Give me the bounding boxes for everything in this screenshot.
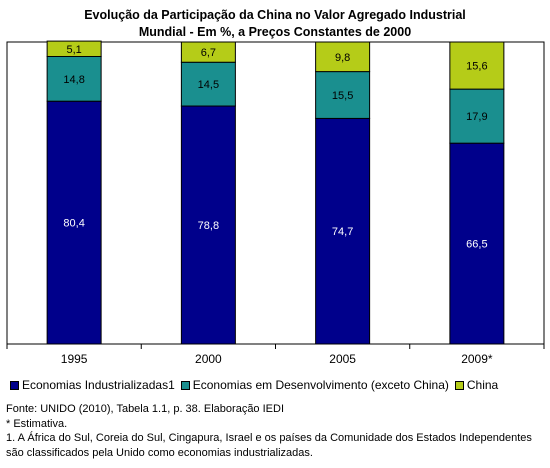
legend: Economias Industrializadas1 Economias em… [10, 378, 504, 392]
stacked-bar-chart: 80,4 14,8 5,1 1995 78,8 14,5 6,7 2000 74,7 15,5 9,… [6, 40, 545, 366]
bar-segment [315, 71, 371, 119]
data-label: 80,4 [63, 218, 84, 230]
legend-item-desenvolvimento: Economias em Desenvolvimento (exceto Chi… [180, 378, 449, 392]
bar-segment [449, 142, 505, 345]
legend-label-industrializadas: Economias Industrializadas1 [22, 378, 175, 392]
bar-segment [449, 88, 505, 144]
data-label: 17,9 [466, 111, 487, 123]
x-tick-label: 2005 [329, 352, 356, 366]
data-label: 78,8 [198, 220, 219, 232]
bar-segment [315, 41, 371, 73]
data-label: 74,7 [332, 226, 353, 238]
bar-segment [180, 41, 236, 63]
x-tick-label: 2009* [461, 352, 493, 366]
x-tick-label: 2000 [195, 352, 222, 366]
chart-title: Evolução da Participação da China no Val… [0, 7, 550, 41]
bar-segment [180, 105, 236, 345]
footer-notes: Fonte: UNIDO (2010), Tabela 1.1, p. 38. … [6, 402, 532, 460]
bar-segment [46, 55, 102, 102]
x-tick-label: 1995 [61, 352, 88, 366]
legend-label-desenvolvimento: Economias em Desenvolvimento (exceto Chi… [192, 378, 449, 392]
chart-title-line-2: Mundial - Em %, a Preços Constantes de 2… [138, 25, 412, 39]
bar-segment [315, 117, 371, 345]
data-label: 14,8 [63, 74, 84, 86]
data-label: 5,1 [66, 44, 81, 56]
data-label: 66,5 [466, 239, 487, 251]
data-label: 15,5 [332, 90, 353, 102]
bar-segment [46, 40, 102, 57]
bar-segment [46, 100, 102, 345]
chart-title-line-1: Evolução da Participação da China no Val… [84, 8, 466, 22]
data-label: 14,5 [198, 79, 219, 91]
data-label: 15,6 [466, 61, 487, 73]
legend-label-china: China [466, 378, 499, 392]
estimate-note: * Estimativa. [6, 417, 68, 430]
bar-segment [449, 41, 505, 90]
footnote-1-line-2: são classificados pela Unido como econom… [6, 446, 313, 459]
legend-swatch-china [454, 380, 464, 390]
data-label: 9,8 [335, 52, 350, 64]
legend-swatch-industrializadas [10, 380, 19, 390]
data-label: 6,7 [201, 47, 216, 59]
bar-segment [180, 61, 236, 107]
source-note: Fonte: UNIDO (2010), Tabela 1.1, p. 38. … [6, 403, 285, 415]
legend-item-china: China [454, 378, 499, 392]
legend-item-industrializadas: Economias Industrializadas1 [10, 378, 175, 392]
legend-swatch-desenvolvimento [180, 380, 190, 390]
footnote-1-line-1: 1. A África do Sul, Coreia do Sul, Cinga… [6, 432, 532, 444]
